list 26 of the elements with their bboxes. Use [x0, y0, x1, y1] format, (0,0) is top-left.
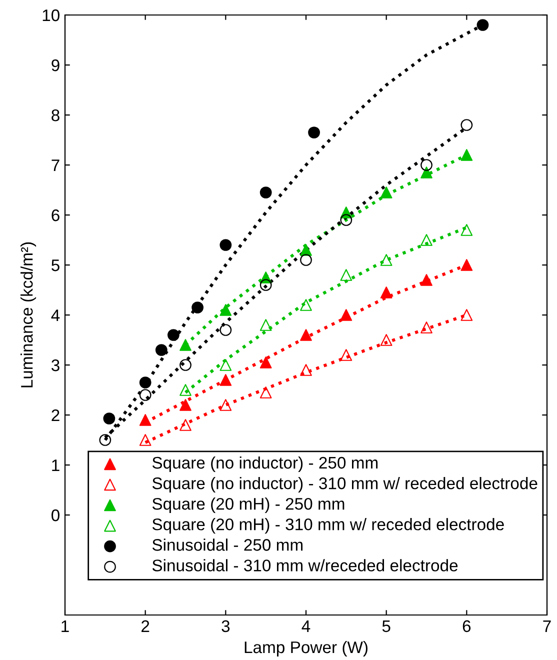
y-tick-label: 2 [52, 409, 60, 422]
x-tick-label: 1 [62, 620, 69, 632]
legend-label: Square (20 mH) - 250 mm [152, 498, 344, 514]
y-tick-label: 1 [52, 460, 60, 472]
y-tick-label: 0 [52, 509, 60, 522]
y-tick-label: 6 [52, 209, 60, 222]
legend-label: Square (no inductor) - 310 mm w/ receded electrode [152, 476, 538, 493]
x-tick-label: 2 [142, 620, 150, 632]
legend-label: Square (no inductor) - 250 mm [152, 456, 378, 472]
y-tick-label: 7 [52, 160, 60, 172]
x-axis-title: Lamp Power (W) [244, 640, 368, 656]
x-tick-label: 4 [302, 620, 310, 632]
y-tick-label: 9 [52, 59, 60, 72]
y-tick-label: 8 [52, 109, 60, 122]
y-axis-title: Luminance (kcd/m²) [20, 242, 36, 388]
x-tick-label: 7 [543, 620, 551, 632]
x-tick-label: 3 [222, 620, 230, 632]
x-tick-label: 6 [462, 620, 471, 632]
x-tick-label: 5 [382, 620, 390, 632]
legend-label: Sinusoidal - 250 mm [152, 538, 302, 551]
y-tick-label: 5 [52, 260, 60, 272]
y-tick-label: 10 [42, 9, 60, 22]
legend-label: Square (20 mH) - 310 mm w/ receded electrode [152, 518, 504, 534]
y-tick-label: 3 [52, 359, 60, 372]
y-tick-label: 4 [51, 310, 60, 322]
legend-label: Sinusoidal - 310 mm w/receded electrode [152, 559, 458, 572]
